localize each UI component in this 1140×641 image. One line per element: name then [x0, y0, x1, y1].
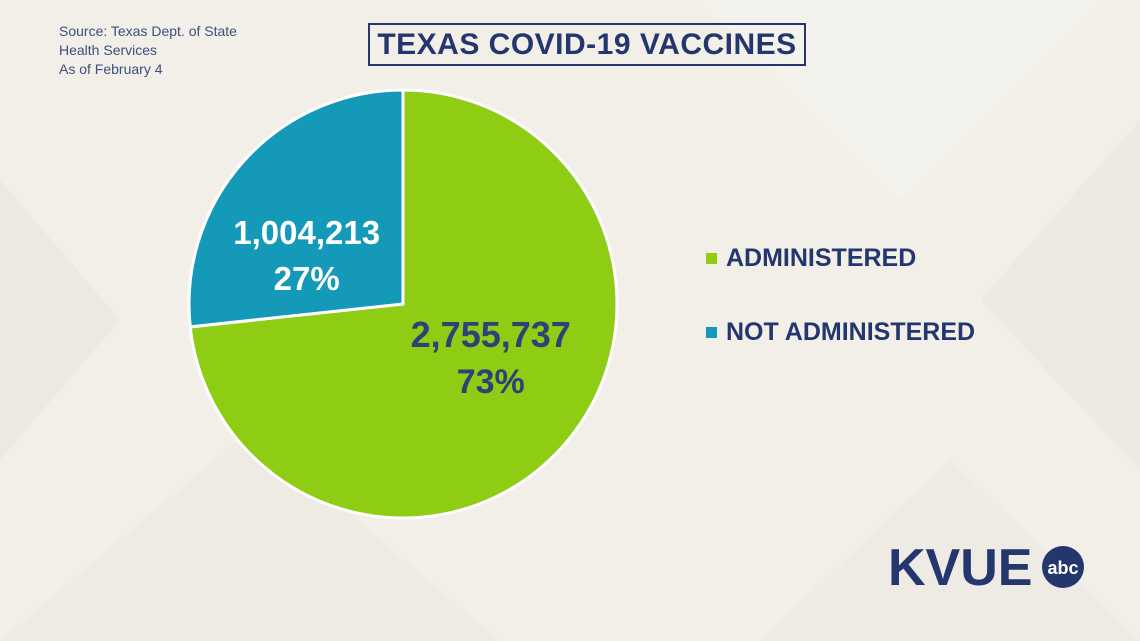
abc-badge-icon	[1042, 546, 1084, 588]
chart-title-box: TEXAS COVID-19 VACCINES	[368, 23, 806, 66]
source-note: Source: Texas Dept. of State Health Serv…	[59, 22, 237, 79]
legend-item-not-administered: NOT ADMINISTERED	[706, 314, 975, 350]
slice-value-label: 2,755,737	[411, 314, 571, 355]
legend-label-not-administered: NOT ADMINISTERED	[726, 317, 976, 346]
legend-label-administered: ADMINISTERED	[726, 243, 917, 272]
legend-item-administered: ADMINISTERED	[706, 240, 975, 276]
source-line-2: Health Services	[59, 42, 158, 58]
chart-title: TEXAS COVID-19 VACCINES	[377, 27, 797, 61]
source-line-1: Source: Texas Dept. of State	[59, 23, 237, 39]
slice-percent-label: 27%	[274, 260, 340, 297]
slice-value-label: 1,004,213	[233, 214, 380, 251]
chart-legend: ADMINISTERED NOT ADMINISTERED	[706, 240, 975, 388]
kvue-abc-logo: KVUE abc	[888, 539, 1084, 595]
pie-slice-not-administered	[187, 88, 405, 329]
kvue-logo-text: KVUE	[888, 539, 1032, 595]
slice-percent-label: 73%	[457, 363, 525, 401]
legend-swatch-administered	[706, 252, 717, 264]
source-date: As of February 4	[59, 61, 163, 77]
abc-badge-text: abc	[1047, 558, 1078, 578]
legend-swatch-not-administered	[706, 326, 717, 338]
